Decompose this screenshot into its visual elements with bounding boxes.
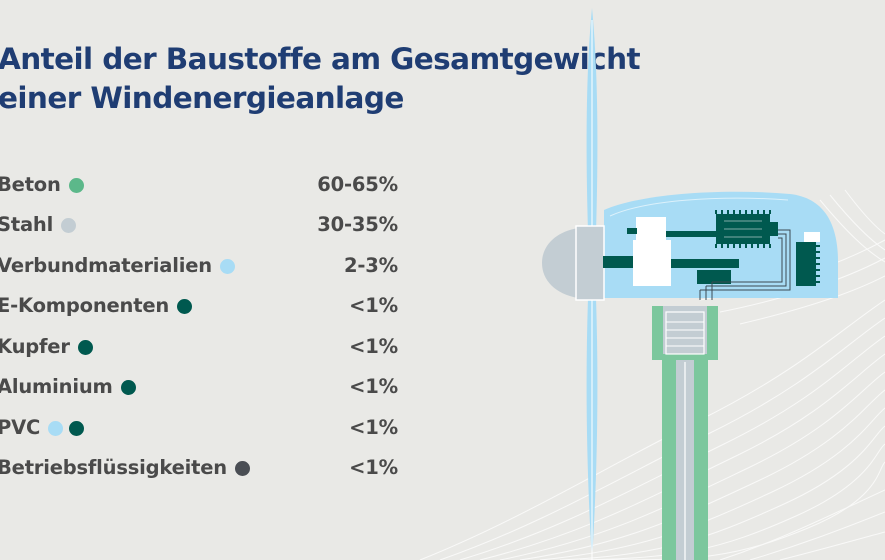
control-cabinet — [796, 232, 820, 286]
background-contour-lines — [419, 189, 885, 560]
wind-turbine-illustration — [419, 8, 885, 560]
rotor-blade-lower — [586, 298, 598, 560]
material-label: Beton — [0, 173, 61, 196]
hub — [542, 225, 605, 301]
color-dot — [77, 339, 93, 355]
drivetrain — [603, 217, 739, 286]
material-value: 2-3% — [344, 254, 398, 277]
color-dot — [177, 298, 193, 314]
material-value: <1% — [349, 294, 398, 317]
material-label: Kupfer — [0, 335, 70, 358]
generator — [715, 210, 778, 248]
material-label: PVC — [0, 416, 41, 439]
material-value: <1% — [349, 416, 398, 439]
material-value: <1% — [349, 375, 398, 398]
color-dot — [69, 420, 85, 436]
material-row-kupfer: Kupfer <1% — [0, 332, 398, 362]
material-label: E-Komponenten — [0, 294, 170, 317]
material-row-verbundmaterialien: Verbundmaterialien 2-3% — [0, 251, 398, 281]
color-dot — [219, 258, 235, 274]
title-line-2: einer Windenergieanlage — [0, 81, 404, 115]
material-value: <1% — [349, 335, 398, 358]
rotor-blade-upper — [586, 8, 598, 232]
material-label: Verbundmaterialien — [0, 254, 212, 277]
color-dot — [120, 379, 136, 395]
material-label: Betriebsflüssigkeiten — [0, 456, 227, 479]
page-title: Anteil der Baustoffe am Gesamtgewicht ei… — [0, 40, 641, 118]
cabling — [699, 229, 791, 300]
title-line-1: Anteil der Baustoffe am Gesamtgewicht — [0, 42, 641, 76]
material-value: 30-35% — [317, 213, 398, 236]
material-row-beton: Beton 60-65% — [0, 170, 398, 200]
color-dot — [61, 217, 77, 233]
material-row-e-komponenten: E-Komponenten <1% — [0, 291, 398, 321]
color-dot — [68, 177, 84, 193]
material-row-stahl: Stahl 30-35% — [0, 210, 398, 240]
color-dot — [48, 420, 64, 436]
material-value: <1% — [349, 456, 398, 479]
material-value: 60-65% — [317, 173, 398, 196]
material-label: Aluminium — [0, 375, 113, 398]
materials-list: Beton 60-65% Stahl 30-35% Verbundmateria… — [0, 0, 420, 560]
material-label: Stahl — [0, 213, 54, 236]
material-row-betriebsfluessigkeiten: Betriebsflüssigkeiten <1% — [0, 453, 398, 483]
material-row-pvc: PVC <1% — [0, 413, 398, 443]
color-dot — [235, 460, 250, 476]
material-row-aluminium: Aluminium <1% — [0, 372, 398, 402]
tower — [652, 306, 718, 560]
